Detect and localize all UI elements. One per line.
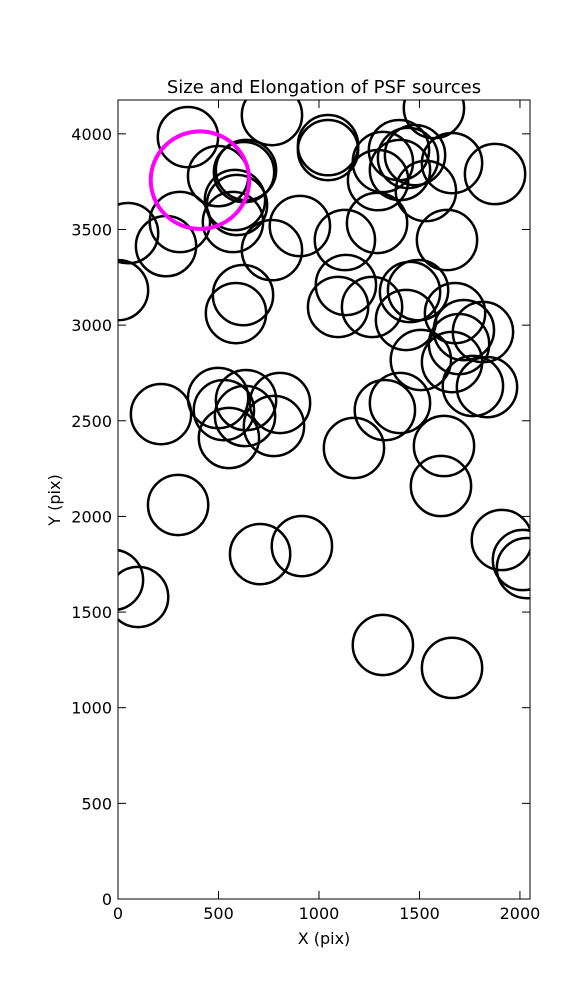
psf-ellipse — [420, 131, 484, 195]
psf-ellipse — [470, 508, 530, 572]
psf-ellipse — [148, 129, 252, 231]
psf-ellipse — [242, 394, 306, 458]
psf-ellipse — [270, 514, 334, 578]
psf-ellipse — [432, 298, 496, 362]
y-tick-label: 2000 — [71, 507, 112, 526]
x-tick-label: 0 — [113, 904, 123, 923]
psf-ellipse — [495, 536, 530, 600]
psf-ellipse — [268, 194, 332, 258]
y-tick-label: 3000 — [71, 316, 112, 335]
y-tick-label: 3500 — [71, 221, 112, 240]
y-tick-label: 0 — [102, 890, 112, 909]
psf-ellipse — [296, 118, 360, 182]
psf-ellipse — [409, 454, 473, 518]
psf-ellipse — [340, 275, 404, 339]
plot-area — [118, 100, 530, 700]
psf-ellipse — [197, 406, 261, 470]
psf-ellipse — [420, 636, 484, 700]
chart-title: Size and Elongation of PSF sources — [167, 77, 481, 98]
psf-ellipse — [213, 384, 277, 448]
psf-ellipse — [455, 355, 519, 419]
psf-ellipse — [306, 275, 370, 339]
x-tick-label: 2000 — [500, 904, 541, 923]
y-tick-label: 2500 — [71, 412, 112, 431]
psf-ellipse — [491, 528, 530, 592]
plot-frame — [117, 99, 531, 900]
psf-ellipse — [322, 416, 386, 480]
psf-ellipse — [345, 191, 409, 255]
psf-ellipse — [240, 100, 304, 147]
psf-ellipse — [394, 159, 458, 223]
psf-ellipse — [351, 613, 415, 677]
x-tick-label: 500 — [203, 904, 234, 923]
psf-ellipse — [463, 142, 527, 206]
x-tick-label: 1500 — [399, 904, 440, 923]
psf-ellipse — [313, 208, 377, 272]
psf-ellipse — [248, 371, 312, 435]
psf-ellipse — [415, 208, 479, 272]
x-tick-label: 1000 — [299, 904, 340, 923]
y-tick-label: 1500 — [71, 603, 112, 622]
psf-ellipse — [383, 123, 447, 187]
psf-ellipse — [368, 371, 432, 435]
psf-ellipse — [441, 354, 505, 418]
psf-ellipse — [118, 565, 170, 629]
psf-ellipse — [389, 328, 453, 392]
psf-ellipse — [420, 330, 484, 394]
psf-ellipse — [346, 148, 410, 212]
psf-ellipse — [118, 548, 145, 611]
y-axis-label: Y (pix) — [45, 474, 64, 526]
psf-ellipse — [386, 258, 450, 322]
psf-ellipse — [228, 522, 292, 586]
y-tick-label: 500 — [81, 794, 112, 813]
psf-ellipse — [118, 201, 160, 265]
y-tick-label: 4000 — [71, 125, 112, 144]
y-tick-label: 1000 — [71, 699, 112, 718]
psf-ellipse — [240, 218, 304, 282]
psf-ellipse — [146, 473, 210, 537]
psf-ellipse — [412, 414, 476, 478]
psf-ellipse — [214, 368, 278, 432]
psf-ellipse — [353, 378, 417, 442]
psf-ellipse — [203, 168, 267, 232]
x-axis-label: X (pix) — [298, 929, 351, 948]
psf-ellipse — [204, 281, 268, 345]
